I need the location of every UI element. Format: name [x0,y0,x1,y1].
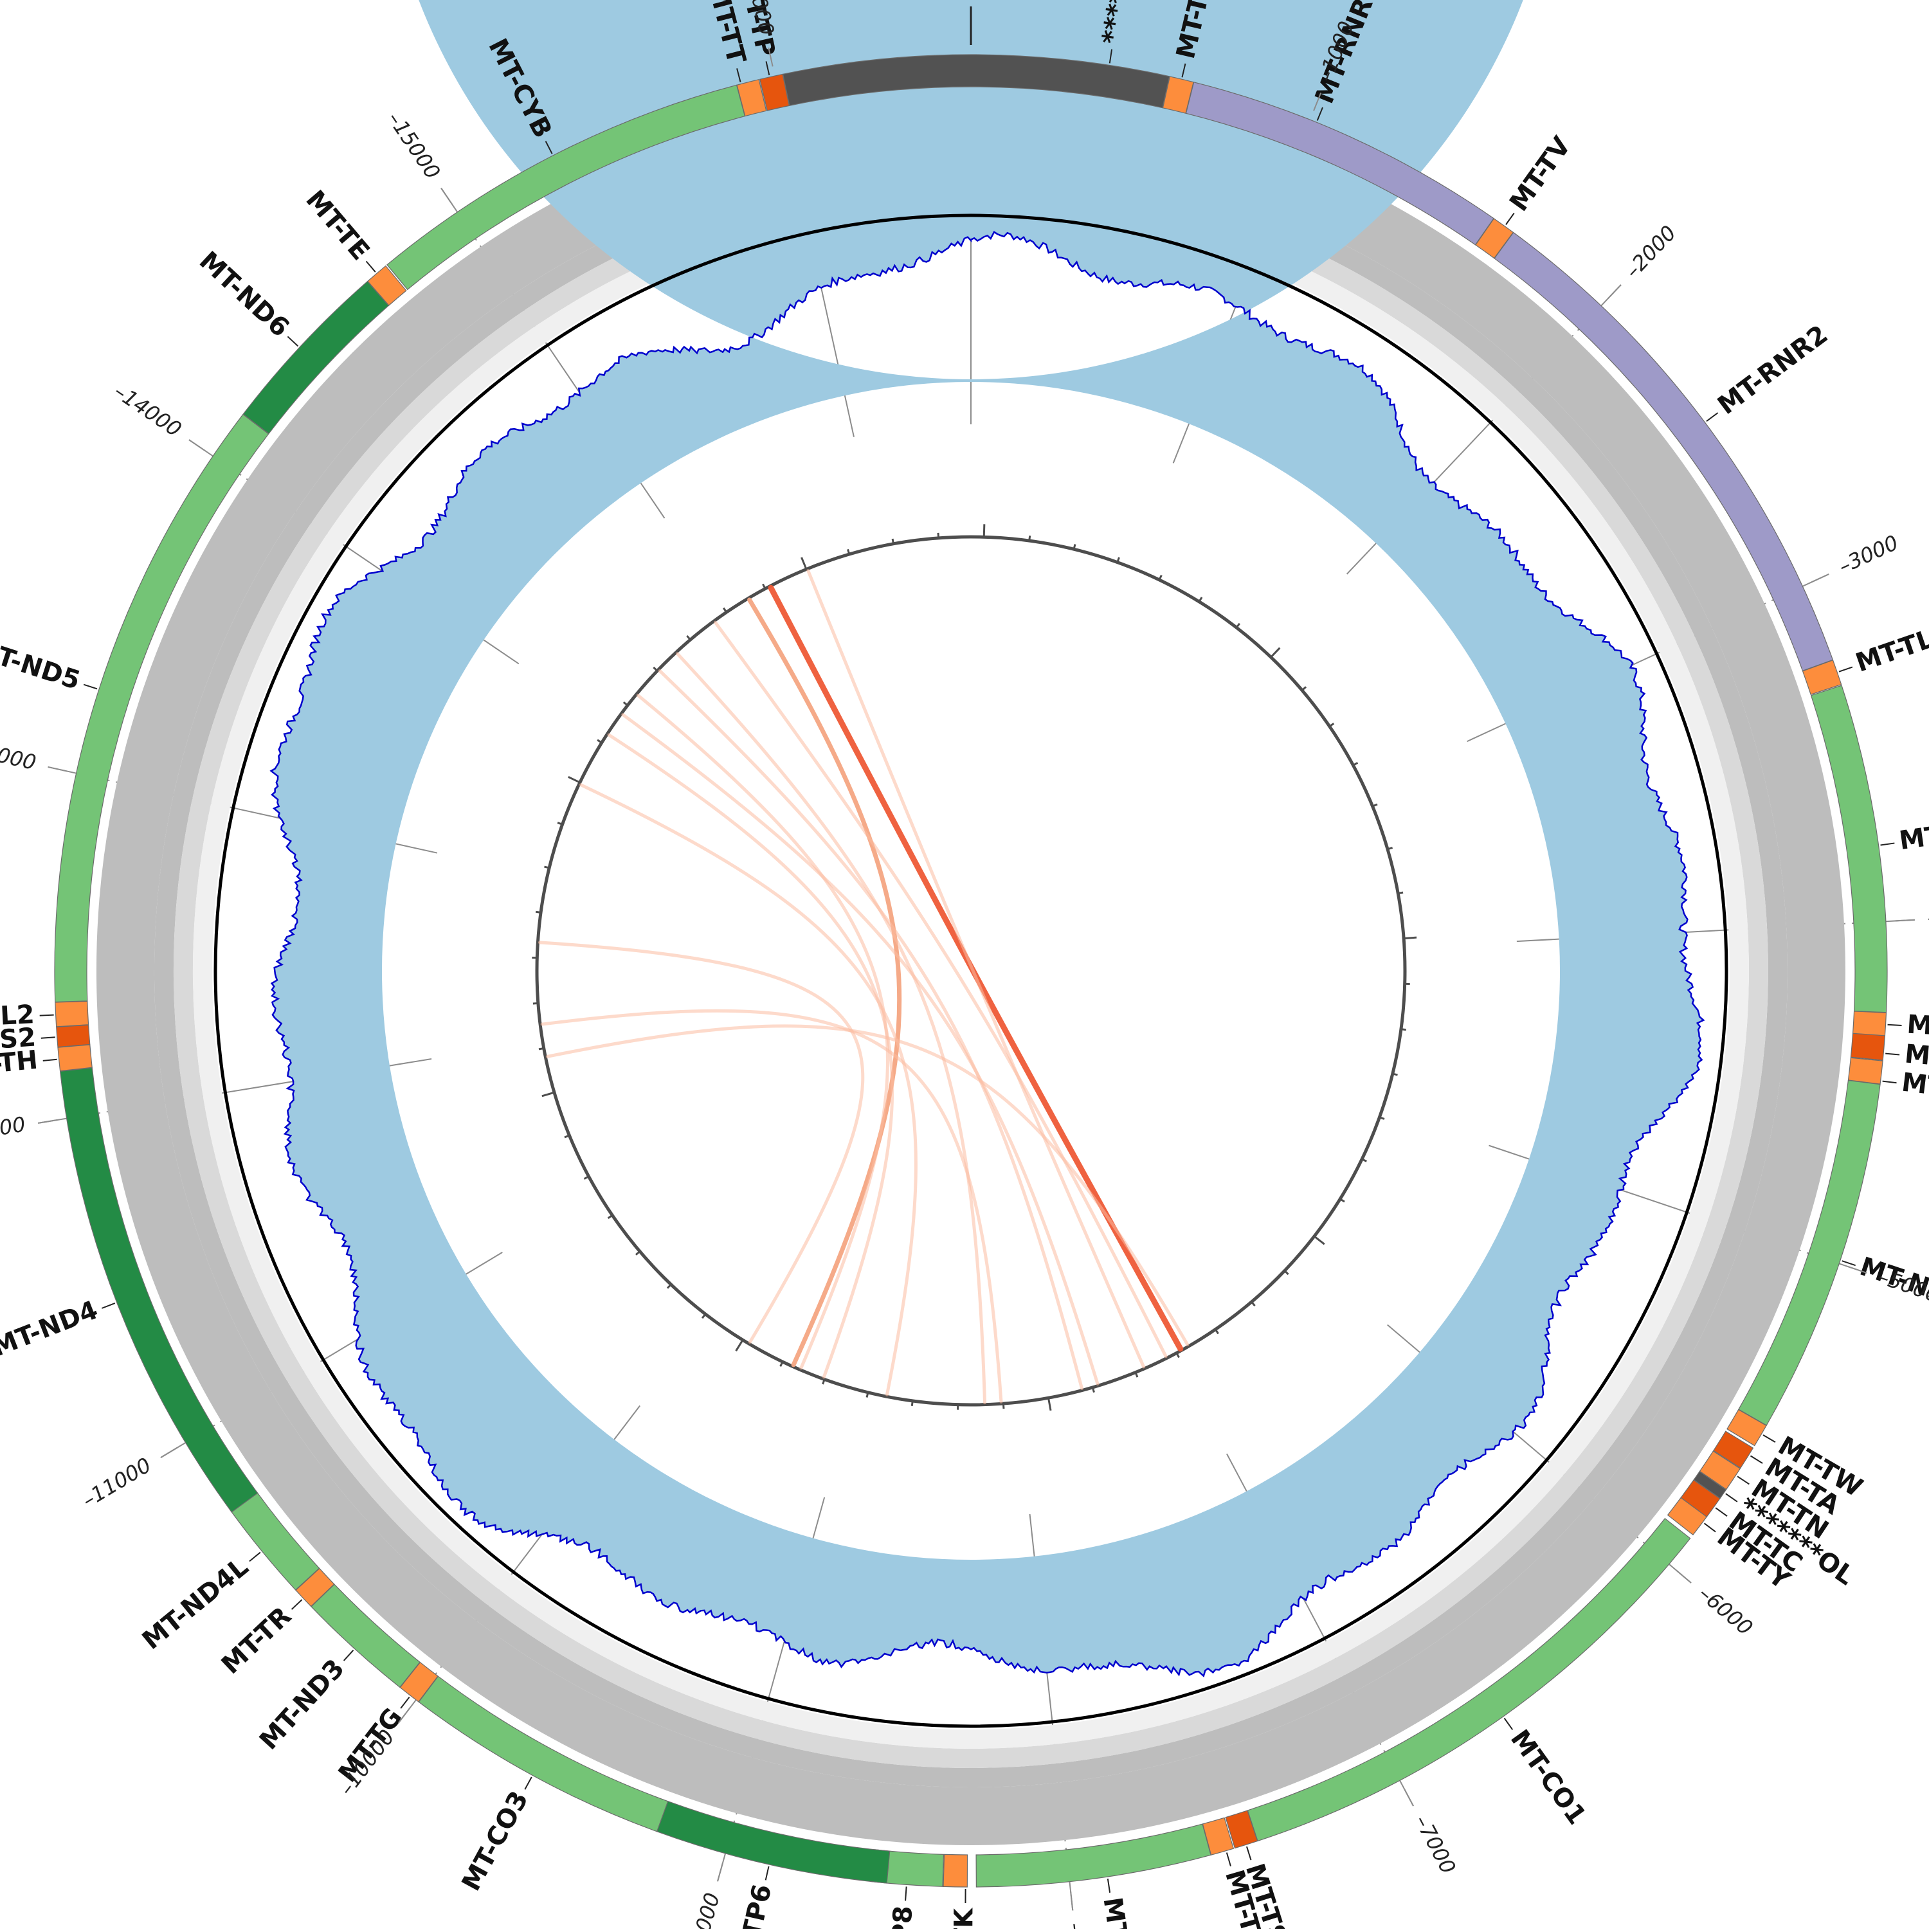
label-leader [1763,1435,1775,1442]
label-leader [41,1037,55,1038]
tick-label: –8000 [1063,1922,1094,1929]
label-leader [1883,1081,1897,1083]
inner-tick [1401,1029,1406,1030]
gene-label: MT-TL1 [1852,618,1929,678]
label-leader [1227,1852,1231,1866]
tick-label: –6000 [1694,1581,1757,1640]
inner-tick [1398,892,1403,893]
gene-label: MT-TL2 [0,1000,35,1034]
gene-label: MT-RNR2 [1712,320,1833,420]
tick-mark [1404,1789,1413,1807]
gene-label: MT-ND4 [0,1295,102,1362]
label-leader [287,336,298,346]
tick-mark [1608,285,1621,299]
tick-label: –14000 [109,379,186,442]
label-leader [249,1552,260,1561]
inner-tick [544,867,549,868]
feature-block [1852,1011,1886,1036]
label-leader [292,1600,302,1609]
label-leader [40,1015,54,1016]
label-leader [1506,213,1514,224]
gene-label: MT-TK [949,1907,979,1929]
label-leader [1750,1456,1762,1463]
gene-label: MT-ATP8 [880,1905,918,1929]
inner-tick [539,1048,544,1049]
label-leader [43,1060,57,1061]
tick-mark [1896,920,1915,921]
label-leader [1707,413,1718,421]
label-leader [525,1777,532,1789]
label-leader [1716,1508,1727,1516]
feature-block [58,1045,92,1071]
gene-label: MT-CO3 [457,1786,534,1895]
inner-tick [1393,1074,1398,1075]
feature-block [55,1001,89,1027]
inner-tick [938,533,939,538]
gene-label: MT-ND6 [194,246,295,343]
gene-label: MT-TR [216,1601,297,1680]
label-leader [1726,1494,1737,1502]
tick-mark [1071,1891,1073,1911]
inner-tick [1003,1404,1004,1409]
gene-label: MT-CO2 [1098,1895,1143,1929]
label-leader [1705,1523,1716,1531]
label-leader [1839,667,1852,672]
inner-tick [1074,544,1075,549]
label-leader [84,685,97,689]
tick-label: –7000 [1409,1811,1460,1878]
tick-mark [189,440,205,451]
tick-mark [161,1448,177,1458]
inner-tick [533,1003,538,1004]
feature-block [1851,1033,1885,1060]
label-leader [1881,843,1895,845]
inner-tick [892,539,893,544]
gene-label: MT-ND3 [254,1654,350,1755]
label-leader [1885,1054,1899,1055]
tick-label: –9000 [684,1890,725,1929]
feature-block [57,1025,90,1047]
gene-label: MT-ATP6 [722,1882,778,1929]
tick-mark [1676,1571,1691,1583]
label-leader [1247,1846,1251,1860]
inner-tick [1404,937,1417,938]
label-leader [344,1650,354,1661]
label-leader [367,261,376,272]
inner-tick [1029,536,1030,541]
tick-label: –15000 [383,107,445,184]
gene-label: MT-CO1 [1505,1724,1592,1830]
tick-label: –13000 [0,735,39,775]
label-leader [766,1866,769,1880]
tick-label: –12000 [0,1112,27,1148]
tick-mark [441,188,452,204]
label-leader [1505,1718,1513,1729]
tick-label: –3000 [1835,530,1902,579]
gene-label: MT-ND5 [0,633,84,696]
tick-label: –2000 [1620,221,1681,283]
tick-mark [1811,574,1829,582]
feature-block [1848,1058,1883,1084]
gene-label: MT-TM [1900,1067,1929,1107]
label-leader [1737,1476,1749,1484]
inner-tick [867,1393,868,1398]
tick-mark [48,767,67,771]
label-leader [401,1697,409,1708]
feature-block [943,1854,967,1887]
label-leader [1108,1879,1110,1893]
label-leader [905,1886,907,1900]
label-leader [102,1303,115,1308]
gene-label: MT-TI [1906,1010,1929,1044]
tick-mark [718,1863,723,1881]
gene-label: MT-TV [1504,132,1577,217]
gene-label: MT-ND1 [1897,811,1929,856]
tick-mark [38,1120,57,1123]
gene-label: MT-TE [300,185,375,266]
tick-label: –11000 [78,1452,156,1512]
